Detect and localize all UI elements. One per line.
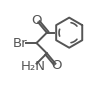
Text: H₂N: H₂N — [21, 60, 46, 73]
Text: Br: Br — [13, 36, 27, 50]
Text: O: O — [32, 14, 42, 27]
Text: O: O — [51, 59, 62, 72]
